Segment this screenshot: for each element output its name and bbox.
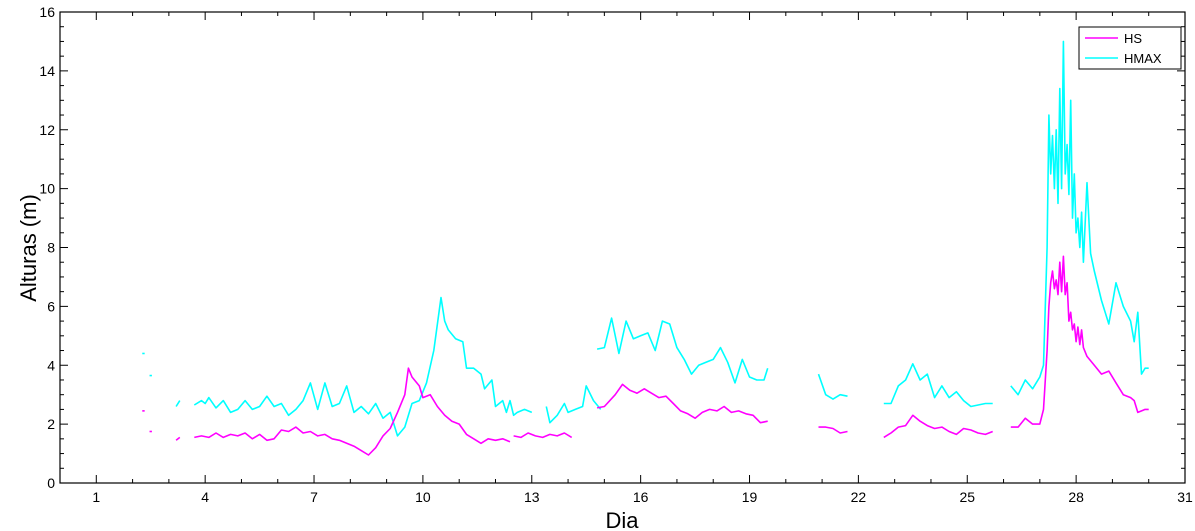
x-tick-label: 10 [415,489,431,505]
series-hs-line-segment-8 [1010,255,1149,428]
y-tick-label: 10 [39,181,55,197]
series-hs-line-segment-5 [596,383,768,424]
legend-label-hs: HS [1124,31,1142,46]
plot-frame [59,11,1186,484]
y-tick-label: 16 [39,4,55,20]
x-tick-label: 1 [92,489,100,505]
x-tick-label: 31 [1177,489,1193,505]
series-hs-line-segment-7 [883,414,993,439]
legend-box [1078,26,1182,70]
y-tick-label: 14 [39,63,55,79]
series-hmax-line-segment-7 [883,362,993,408]
series-hmax-line-segment-5 [596,317,769,384]
series-hs-line-segment-3 [194,367,511,456]
x-tick-label: 7 [310,489,318,505]
y-tick-label: 2 [47,416,55,432]
x-axis-title: Dia [605,508,639,531]
series-layer [142,40,1149,456]
series-hs-line-segment-6 [818,426,848,434]
x-tick-label: 4 [201,489,209,505]
y-axis-title: Alturas (m) [16,194,41,302]
x-tick-label: 28 [1068,489,1084,505]
y-tick-label: 6 [47,298,55,314]
series-hs-line-segment-4 [513,432,573,439]
legend-label-hmax: HMAX [1124,51,1162,66]
series-hs-line-segment-2 [175,436,181,441]
x-tick-label: 13 [524,489,540,505]
series-hmax-line-segment-2 [175,400,181,407]
y-tick-label: 0 [47,475,55,491]
y-tick-label: 4 [47,357,55,373]
x-tick-label: 19 [742,489,758,505]
series-hmax-line-segment-3 [193,296,533,437]
series-hmax-line-segment-4 [545,385,602,424]
x-tick-label: 16 [633,489,649,505]
y-tick-label: 8 [47,240,55,256]
x-tick-label: 25 [959,489,975,505]
legend: HS HMAX [1078,26,1182,70]
series-hmax-line-segment-6 [817,373,848,400]
y-tick-label: 12 [39,122,55,138]
axis-ticks [59,11,1186,484]
x-tick-label: 22 [851,489,867,505]
series-hmax-line-segment-8 [1010,40,1149,396]
